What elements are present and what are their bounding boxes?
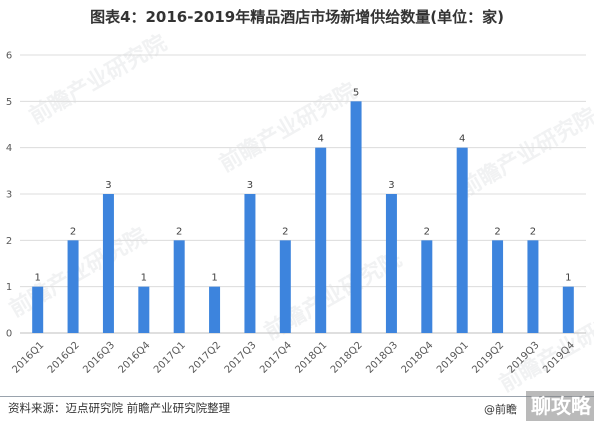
x-tick-label: 2018Q4 — [400, 340, 436, 376]
x-tick-label: 2016Q2 — [46, 340, 82, 376]
bar — [421, 240, 433, 333]
bar — [102, 194, 114, 333]
data-label: 2 — [70, 226, 76, 237]
bar — [209, 286, 221, 333]
x-tick-label: 2017Q2 — [187, 340, 223, 376]
x-tick-label: 2018Q1 — [293, 340, 329, 376]
data-label: 4 — [459, 134, 465, 145]
x-tick-label: 2018Q3 — [364, 340, 400, 376]
x-tick-label: 2019Q3 — [506, 340, 542, 376]
y-tick-label: 1 — [6, 282, 12, 293]
data-label: 1 — [141, 273, 147, 284]
brand-mark: @前瞻 — [484, 403, 517, 416]
bar — [315, 147, 327, 333]
bar — [279, 240, 291, 333]
footer-divider — [0, 396, 594, 397]
data-label: 1 — [565, 273, 571, 284]
data-label: 3 — [105, 180, 111, 191]
x-tick-label: 2017Q4 — [258, 340, 294, 376]
y-tick-label: 0 — [6, 329, 12, 340]
data-labels: 1 2 3 1 2 1 3 2 4 5 3 2 4 2 2 1 — [35, 87, 572, 283]
x-tick-label: 2016Q4 — [117, 340, 153, 376]
bar — [138, 286, 150, 333]
x-tick-label: 2019Q1 — [435, 340, 471, 376]
data-label: 2 — [282, 226, 288, 237]
data-label: 5 — [353, 87, 359, 98]
bar — [527, 240, 539, 333]
bar — [562, 286, 574, 333]
y-tick-label: 6 — [6, 51, 12, 62]
data-label: 3 — [388, 180, 394, 191]
y-tick-label: 3 — [6, 190, 12, 201]
bar — [67, 240, 79, 333]
chart-title: 图表4：2016-2019年精品酒店市场新增供给数量(单位：家) — [90, 8, 504, 26]
x-tick-label: 2016Q1 — [10, 340, 46, 376]
data-label: 2 — [424, 226, 430, 237]
data-label: 2 — [494, 226, 500, 237]
x-tick-label: 2018Q2 — [329, 340, 365, 376]
bars — [32, 101, 574, 333]
y-tick-label: 4 — [6, 143, 12, 154]
bar — [385, 194, 397, 333]
y-tick-label: 2 — [6, 236, 12, 247]
site-badge: 聊攻略 — [526, 391, 594, 421]
x-tick-label: 2017Q1 — [152, 340, 188, 376]
bar — [173, 240, 185, 333]
x-axis-ticks: 2016Q1 2016Q2 2016Q3 2016Q4 2017Q1 2017Q2 2017… — [10, 340, 576, 376]
x-tick-label: 2019Q2 — [470, 340, 506, 376]
bar — [350, 101, 362, 333]
data-label: 2 — [530, 226, 536, 237]
bar — [456, 147, 468, 333]
data-label: 2 — [176, 226, 182, 237]
data-label: 1 — [35, 273, 41, 284]
bar — [244, 194, 256, 333]
y-axis-ticks: 0 1 2 3 4 5 6 — [6, 51, 12, 340]
data-label: 3 — [247, 180, 253, 191]
bar — [492, 240, 504, 333]
x-tick-label: 2019Q4 — [541, 340, 577, 376]
data-label: 4 — [318, 134, 324, 145]
source-note: 资料来源：迈点研究院 前瞻产业研究院整理 — [8, 401, 231, 415]
x-tick-label: 2016Q3 — [81, 340, 117, 376]
y-tick-label: 5 — [6, 97, 12, 108]
bar — [32, 286, 44, 333]
x-tick-label: 2017Q3 — [223, 340, 259, 376]
data-label: 1 — [211, 273, 217, 284]
grid-lines — [20, 54, 586, 334]
